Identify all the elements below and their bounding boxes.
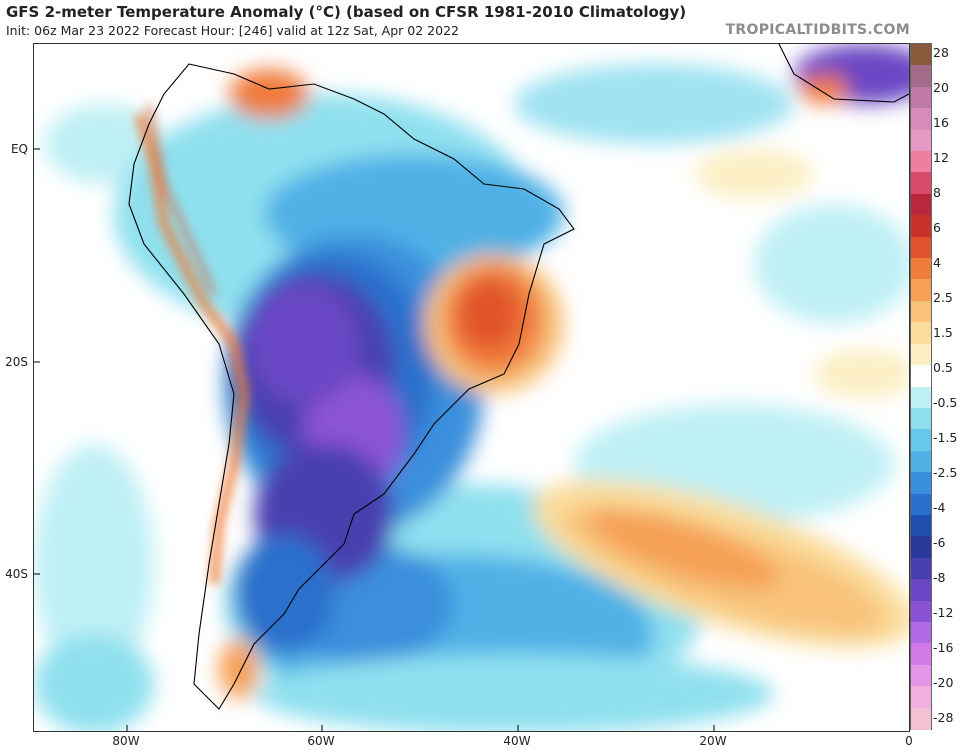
colorbar-swatch — [911, 343, 931, 366]
colorbar-tick-label: -16 — [933, 640, 954, 655]
lat-label-eq: EQ — [10, 142, 28, 156]
colorbar-tick-label: -8 — [933, 570, 946, 585]
colorbar-swatch — [911, 300, 931, 323]
colorbar-swatch — [911, 514, 931, 537]
colorbar-swatch — [911, 536, 931, 559]
colorbar-tick-label: 20 — [933, 80, 949, 95]
colorbar-swatch — [911, 557, 931, 580]
colorbar-swatch — [911, 151, 931, 174]
lon-label-40w: 40W — [503, 734, 531, 748]
lat-label-40s: 40S — [5, 567, 28, 581]
colorbar-swatch — [911, 236, 931, 259]
colorbar-swatch — [911, 172, 931, 195]
brand-watermark: TROPICALTIDBITS.COM — [725, 22, 910, 38]
map-canvas — [34, 44, 909, 731]
colorbar-tick-label: 0.5 — [933, 360, 953, 375]
colorbar-tick-label: -20 — [933, 675, 954, 690]
andes-warm-stripe — [134, 103, 250, 585]
colorbar-swatch — [911, 600, 931, 623]
graticule-ticks — [34, 148, 715, 731]
colorbar-swatch — [911, 193, 931, 216]
colorbar-tick-label: 6 — [933, 220, 941, 235]
colorbar-swatch — [911, 44, 931, 66]
colorbar-tick-label: 4 — [933, 255, 941, 270]
lat-label-20s: 20S — [5, 355, 28, 369]
colorbar-swatch — [911, 472, 931, 495]
africa-coastline — [778, 44, 909, 103]
colorbar-tick-label: 8 — [933, 185, 941, 200]
colorbar-swatch — [911, 86, 931, 109]
colorbar-tick-label: -6 — [933, 535, 946, 550]
colorbar-tick-label: -0.5 — [933, 395, 958, 410]
colorbar-swatch — [911, 621, 931, 644]
colorbar-tick-label: 1.5 — [933, 325, 953, 340]
colorbar-swatch — [911, 450, 931, 473]
colorbar-swatch — [911, 65, 931, 88]
colorbar-swatch — [911, 686, 931, 709]
anomaly-map — [33, 43, 910, 732]
coastline — [128, 63, 575, 710]
colorbar-tick-label: 16 — [933, 115, 949, 130]
colorbar-swatch — [911, 707, 931, 730]
colorbar-tick-label: -4 — [933, 500, 946, 515]
colorbar-swatch — [911, 664, 931, 687]
colorbar-tick-label: -1.5 — [933, 430, 958, 445]
forecast-subtitle: Init: 06z Mar 23 2022 Forecast Hour: [24… — [6, 23, 459, 38]
colorbar-swatch — [911, 493, 931, 516]
lon-label-60w: 60W — [307, 734, 335, 748]
colorbar-swatch — [911, 407, 931, 430]
colorbar-tick-label: -2.5 — [933, 465, 958, 480]
lon-label-0: 0 — [905, 734, 913, 748]
map-title: GFS 2-meter Temperature Anomaly (°C) (ba… — [6, 3, 687, 21]
colorbar-tick-label: 12 — [933, 150, 949, 165]
lon-label-80w: 80W — [112, 734, 140, 748]
colorbar-swatch — [911, 258, 931, 281]
colorbar-swatch — [911, 643, 931, 666]
colorbar-swatch — [911, 108, 931, 131]
colorbar-swatch — [911, 279, 931, 302]
colorbar-swatch — [911, 129, 931, 152]
colorbar-tick-label: 28 — [933, 45, 949, 60]
colorbar-swatch — [911, 429, 931, 452]
colorbar-swatch — [911, 386, 931, 409]
colorbar-tick-label: -12 — [933, 605, 954, 620]
colorbar — [910, 43, 932, 730]
colorbar-swatch — [911, 579, 931, 602]
colorbar-swatch — [911, 215, 931, 238]
lon-label-20w: 20W — [699, 734, 727, 748]
colorbar-swatch — [911, 322, 931, 345]
colorbar-tick-label: 2.5 — [933, 290, 953, 305]
colorbar-swatch — [911, 365, 931, 388]
colorbar-tick-label: -28 — [933, 710, 954, 725]
